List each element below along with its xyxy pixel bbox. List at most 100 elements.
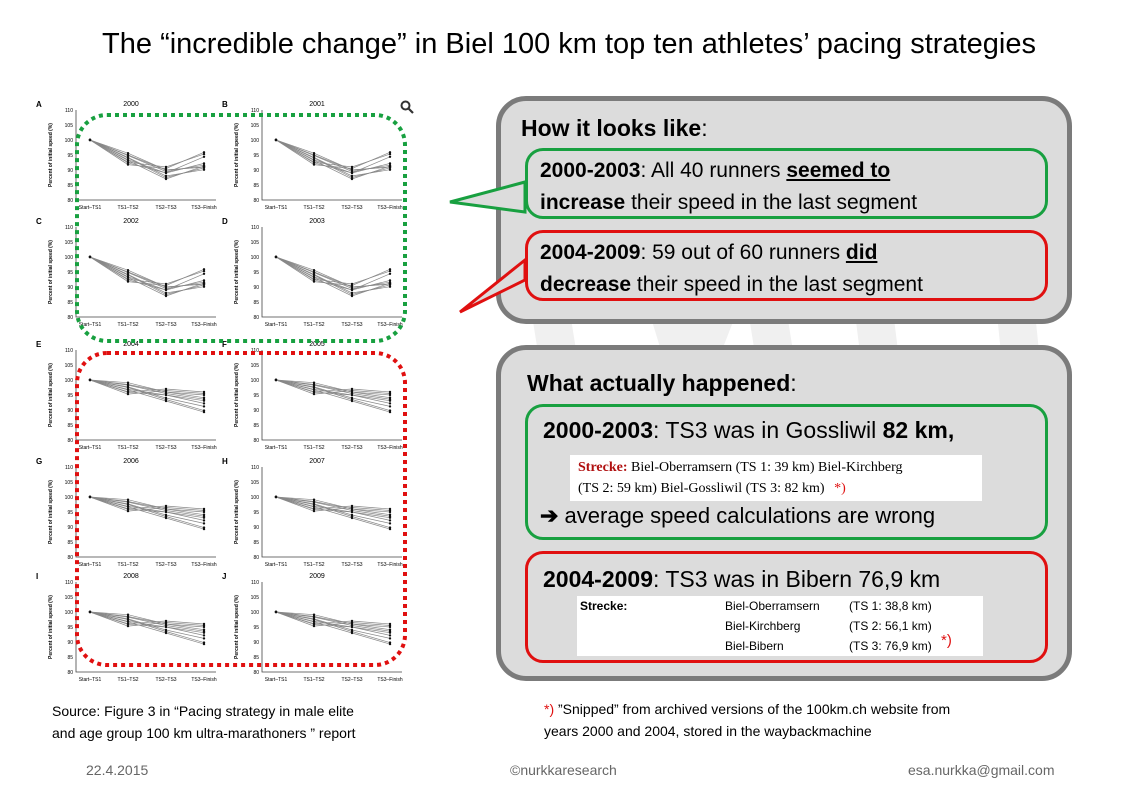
athlete-point (388, 152, 392, 156)
search-icon[interactable] (400, 100, 414, 114)
y-tick-label: 105 (251, 240, 260, 246)
source-line2: and age group 100 km ultra-marathoners ”… (52, 725, 356, 741)
snippet-2000-label: Strecke: (578, 460, 628, 475)
y-tick-label: 110 (65, 108, 73, 114)
athlete-point (388, 507, 392, 511)
athlete-point (126, 498, 130, 501)
x-tick-label: TS1–TS2 (117, 205, 138, 211)
athlete-point (312, 271, 316, 274)
athlete-point (164, 393, 168, 397)
athlete-line (275, 379, 391, 402)
athlete-point (350, 176, 354, 179)
note-star: *) (544, 701, 555, 717)
athlete-line (275, 611, 391, 634)
panel-plot: 110 105 100 95 90 85 80 Percent of initial spee… (48, 580, 217, 683)
athlete-point (126, 271, 130, 274)
athlete-point (126, 386, 130, 389)
athlete-point (202, 513, 206, 516)
athlete-point (388, 283, 392, 287)
athlete-point (202, 272, 206, 275)
footer-email[interactable]: esa.nurkka@gmail.com (908, 762, 1055, 778)
y-tick-label: 90 (67, 285, 73, 291)
how-green-emph1: seemed to (786, 159, 891, 182)
panel-year: 2008 (123, 573, 139, 580)
athlete-point (202, 631, 206, 634)
x-tick-label: TS2–TS3 (155, 562, 176, 568)
athlete-point (312, 624, 316, 628)
athlete-point (126, 500, 130, 504)
how-heading: How it looks like: (521, 115, 708, 142)
athlete-line (275, 139, 391, 171)
x-tick-label: Start–TS1 (79, 677, 102, 683)
athlete-point (88, 378, 92, 382)
athlete-point (350, 630, 354, 633)
figure-panel-f: 110 105 100 95 90 85 80 Percent of initial spee… (222, 340, 412, 455)
athlete-point (350, 390, 354, 394)
what-green-t1: : TS3 was in Gossliwil (653, 417, 883, 443)
y-tick-label: 85 (253, 540, 259, 546)
snippet-2000-star: *) (834, 481, 846, 496)
athlete-point (164, 288, 168, 292)
panel-axes (261, 110, 402, 201)
figure-panel-j: 110 105 100 95 90 85 80 Percent of initial spee… (222, 572, 412, 687)
y-tick-label: 85 (67, 300, 73, 306)
figure-panel-i: 110 105 100 95 90 85 80 Percent of initial spee… (36, 572, 226, 687)
athlete-point (202, 409, 206, 412)
y-tick-label: 110 (251, 580, 259, 586)
x-tick-label: TS2–TS3 (155, 445, 176, 451)
athlete-line (275, 611, 391, 631)
athlete-point (202, 285, 206, 288)
athlete-point (164, 390, 168, 394)
snippet-2004-ts-2: (TS 2: 56,1 km) (849, 619, 932, 633)
y-tick-label: 95 (67, 510, 73, 516)
athlete-point (312, 381, 316, 384)
y-tick-label: 100 (65, 378, 74, 384)
x-tick-label: TS2–TS3 (155, 205, 176, 211)
what-green-heading: 2000-2003: TS3 was in Gossliwil 82 km, (543, 417, 954, 444)
athlete-line (89, 611, 205, 632)
x-tick-label: Start–TS1 (265, 205, 288, 211)
athlete-point (312, 503, 316, 506)
y-tick-label: 100 (251, 610, 260, 616)
athlete-point (350, 293, 354, 296)
how-green-t2: their speed in the last segment (625, 191, 918, 214)
y-tick-label: 95 (253, 153, 259, 159)
x-tick-label: TS1–TS2 (303, 205, 324, 211)
athlete-line (275, 379, 391, 413)
source-caption: Source: Figure 3 in “Pacing strategy in … (52, 700, 356, 744)
athlete-point (350, 285, 354, 289)
athlete-point (388, 519, 392, 522)
athlete-point (164, 387, 168, 391)
y-tick-label: 110 (251, 108, 259, 114)
y-tick-label: 110 (251, 465, 259, 471)
x-tick-label: TS2–TS3 (155, 322, 176, 328)
x-tick-label: TS1–TS2 (117, 445, 138, 451)
what-red-years: 2004-2009 (543, 566, 653, 592)
athlete-point (164, 619, 168, 623)
what-heading-text: What actually happened (527, 370, 791, 396)
athlete-point (126, 613, 130, 616)
panel-plot: 110 105 100 95 90 85 80 Percent of initial spee… (48, 348, 217, 451)
x-tick-label: TS1–TS2 (117, 677, 138, 683)
athlete-point (350, 282, 354, 286)
athlete-point (350, 165, 354, 169)
athlete-line (89, 496, 205, 519)
athlete-point (126, 280, 130, 283)
athlete-point (164, 625, 168, 629)
x-tick-label: TS3–Finish (377, 677, 403, 683)
athlete-point (388, 168, 392, 171)
athlete-line (275, 256, 391, 288)
athlete-point (202, 279, 206, 282)
snippet-2004-place-2: Biel-Kirchberg (725, 619, 801, 633)
athlete-point (202, 641, 206, 644)
athlete-point (164, 282, 168, 286)
athlete-line (275, 379, 391, 400)
athlete-point (274, 255, 278, 259)
athlete-point (388, 405, 392, 408)
athlete-point (202, 402, 206, 405)
x-tick-label: TS3–Finish (377, 322, 403, 328)
panel-letter: H (222, 457, 228, 466)
y-tick-label: 95 (67, 625, 73, 631)
y-tick-label: 90 (253, 640, 259, 646)
x-tick-label: Start–TS1 (265, 322, 288, 328)
